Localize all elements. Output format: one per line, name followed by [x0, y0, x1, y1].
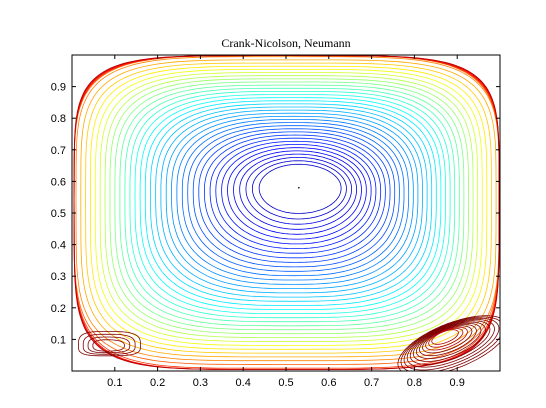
contour-primary	[252, 160, 347, 220]
contour-primary	[258, 163, 342, 214]
y-tick-label: 0.6	[51, 176, 66, 188]
contour-primary	[233, 150, 362, 235]
contour-lines	[73, 55, 500, 371]
contour-secondary-right	[428, 328, 464, 348]
y-tick-label: 0.3	[51, 271, 66, 283]
contour-primary	[227, 147, 367, 240]
contour-primary	[181, 122, 405, 277]
x-tick-label: 0.8	[407, 377, 422, 389]
contour-secondary-left	[78, 331, 141, 357]
chart-title: Crank-Nicolson, Neumann	[221, 36, 350, 50]
contour-primary	[165, 112, 419, 289]
x-tick-label: 0.4	[236, 377, 251, 389]
contour-primary	[155, 106, 428, 298]
y-tick-label: 0.5	[51, 208, 66, 220]
y-tick-label: 0.4	[51, 240, 66, 252]
y-tick-label: 0.1	[51, 334, 66, 346]
x-axis: 0.1 0.2 0.3 0.4 0.5 0.6 0.7 0.8 0.9	[107, 55, 465, 389]
contour-primary	[209, 137, 382, 254]
plot-area	[72, 55, 500, 371]
contour-primary	[104, 75, 474, 338]
contour-secondary-right	[431, 329, 459, 345]
contour-primary	[129, 91, 451, 319]
contour-secondary-right	[419, 324, 477, 357]
contour-primary	[239, 153, 358, 230]
contour-secondary-right	[409, 320, 491, 365]
contour-primary	[109, 78, 469, 335]
contour-primary	[144, 100, 437, 306]
contour-primary	[221, 144, 372, 245]
y-tick-label: 0.2	[51, 303, 66, 315]
contour-secondary-right	[422, 325, 473, 354]
contour-primary	[149, 103, 433, 302]
contour-primary	[171, 115, 414, 285]
contour-secondary-right	[400, 316, 500, 371]
vortex-center-point	[298, 186, 300, 189]
contour-primary	[89, 65, 488, 350]
y-tick-label: 0.8	[51, 113, 66, 125]
contour-primary	[99, 72, 479, 342]
contour-secondary-left	[92, 339, 125, 352]
contour-secondary-right	[403, 317, 500, 371]
contour-secondary-right	[406, 319, 495, 368]
contour-primary	[215, 140, 377, 249]
x-tick-label: 0.6	[321, 377, 336, 389]
y-axis: 0.1 0.2 0.3 0.4 0.5 0.6 0.7 0.8 0.9	[51, 82, 500, 346]
x-tick-label: 0.3	[193, 377, 208, 389]
contour-primary	[245, 157, 353, 225]
contour-secondary-right	[425, 326, 468, 351]
contour-primary	[187, 125, 400, 272]
x-tick-label: 0.2	[150, 377, 165, 389]
contour-primary	[139, 97, 442, 311]
contour-primary	[192, 128, 396, 268]
contour-primary	[160, 109, 423, 294]
contour-primary	[85, 62, 492, 354]
y-tick-label: 0.9	[51, 82, 66, 94]
y-tick-label: 0.7	[51, 145, 66, 157]
contour-primary	[114, 81, 465, 331]
x-tick-label: 0.7	[364, 377, 379, 389]
x-tick-label: 0.9	[450, 377, 465, 389]
contour-primary	[198, 131, 391, 263]
contour-secondary-right	[416, 323, 482, 359]
contour-secondary-right	[397, 315, 500, 371]
x-tick-label: 0.5	[278, 377, 293, 389]
contour-secondary-right	[412, 321, 486, 362]
contour-secondary-left	[87, 336, 131, 354]
contour-primary	[134, 94, 446, 314]
contour-primary	[124, 87, 456, 323]
contour-primary	[203, 134, 386, 259]
contour-primary	[176, 118, 410, 281]
x-tick-label: 0.1	[107, 377, 122, 389]
contour-secondary-left	[82, 333, 136, 355]
contour-primary	[119, 84, 460, 327]
